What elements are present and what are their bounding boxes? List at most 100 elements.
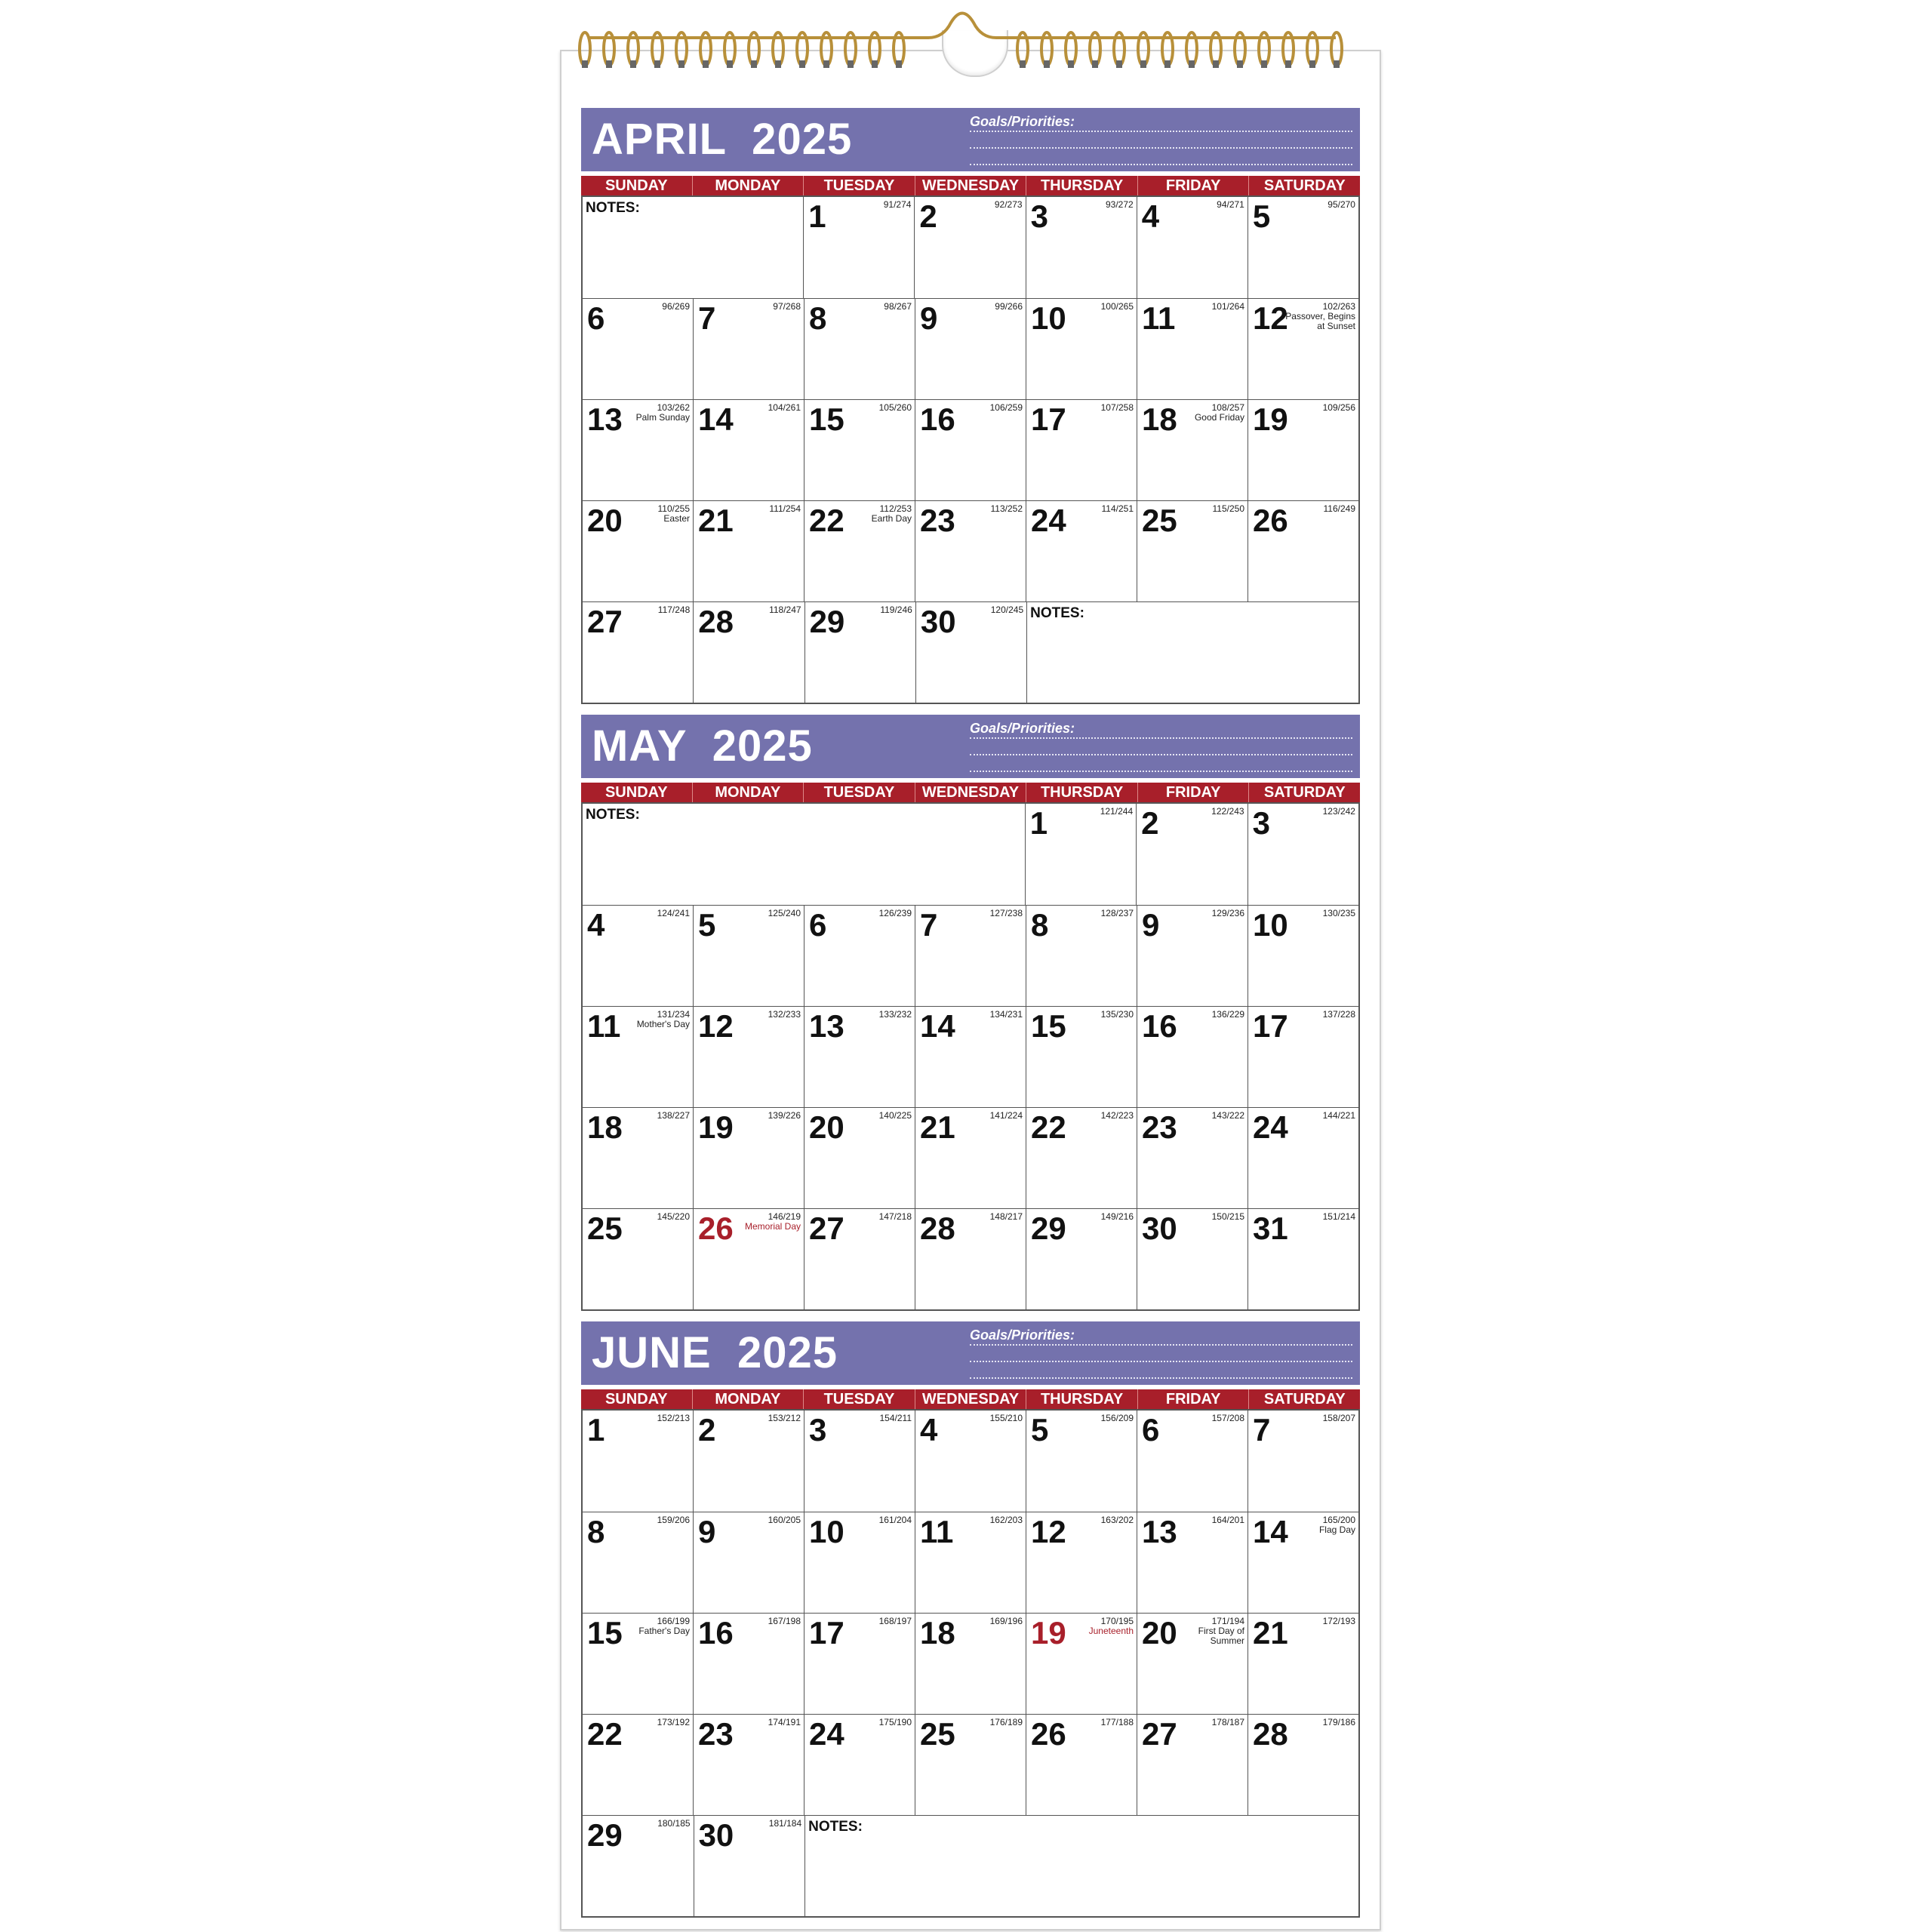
day-cell[interactable]: 19 139/226 <box>693 1108 804 1208</box>
day-cell[interactable]: 19 109/256 <box>1247 400 1358 500</box>
goals-line[interactable] <box>970 1361 1352 1362</box>
day-cell[interactable]: 27 178/187 <box>1137 1715 1247 1815</box>
day-cell[interactable]: 10 100/265 <box>1026 299 1137 399</box>
day-cell[interactable]: 9 160/205 <box>693 1512 804 1613</box>
goals-line[interactable] <box>970 164 1352 165</box>
day-cell[interactable]: 17 168/197 <box>804 1614 915 1714</box>
day-cell[interactable]: 1 91/274 <box>803 197 914 298</box>
day-cell[interactable]: 16 167/198 <box>693 1614 804 1714</box>
day-cell[interactable]: 13 133/232 <box>804 1007 915 1107</box>
day-cell[interactable]: 16 106/259 <box>915 400 1026 500</box>
day-cell[interactable]: 7 127/238 <box>915 906 1026 1006</box>
day-cell[interactable]: 5 156/209 <box>1026 1411 1137 1512</box>
day-cell[interactable]: 8 128/237 <box>1026 906 1137 1006</box>
day-cell[interactable]: 30 181/184 <box>693 1816 805 1916</box>
day-cell[interactable]: 20 140/225 <box>804 1108 915 1208</box>
day-cell[interactable]: 30 150/215 <box>1137 1209 1247 1309</box>
day-cell[interactable]: 9 99/266 <box>915 299 1026 399</box>
day-cell[interactable]: 15 135/230 <box>1026 1007 1137 1107</box>
day-cell[interactable]: 7 158/207 <box>1247 1411 1358 1512</box>
day-cell[interactable]: 3 93/272 <box>1025 197 1137 298</box>
day-cell[interactable]: 7 97/268 <box>693 299 804 399</box>
day-cell[interactable]: 10 130/235 <box>1247 906 1358 1006</box>
day-cell[interactable]: 8 159/206 <box>583 1512 693 1613</box>
goals-line[interactable] <box>970 1344 1352 1346</box>
day-cell[interactable]: 12 163/202 <box>1026 1512 1137 1613</box>
day-cell[interactable]: 21 111/254 <box>693 501 804 601</box>
day-cell[interactable]: 9 129/236 <box>1137 906 1247 1006</box>
day-cell[interactable]: 23 174/191 <box>693 1715 804 1815</box>
day-cell[interactable]: 2 153/212 <box>693 1411 804 1512</box>
goals-line[interactable] <box>970 1377 1352 1379</box>
day-cell[interactable]: 15 105/260 <box>804 400 915 500</box>
day-cell[interactable]: 14 104/261 <box>693 400 804 500</box>
day-cell[interactable]: 27 117/248 <box>583 602 693 703</box>
day-cell[interactable]: 2 122/243 <box>1136 804 1247 905</box>
day-cell[interactable]: 16 136/229 <box>1137 1007 1247 1107</box>
day-cell[interactable]: 5 95/270 <box>1247 197 1358 298</box>
day-cell[interactable]: 22 173/192 <box>583 1715 693 1815</box>
day-cell[interactable]: 29 149/216 <box>1026 1209 1137 1309</box>
day-cell[interactable]: 28 148/217 <box>915 1209 1026 1309</box>
day-cell[interactable]: 8 98/267 <box>804 299 915 399</box>
day-cell[interactable]: 11 101/264 <box>1137 299 1247 399</box>
day-cell[interactable]: 13 164/201 <box>1137 1512 1247 1613</box>
day-cell[interactable]: 19 170/195 Juneteenth <box>1026 1614 1137 1714</box>
day-cell[interactable]: 12 102/263 Passover, Begins at Sunset <box>1247 299 1358 399</box>
day-cell[interactable]: 3 123/242 <box>1247 804 1358 905</box>
day-cell[interactable]: 23 143/222 <box>1137 1108 1247 1208</box>
day-cell[interactable]: 25 115/250 <box>1137 501 1247 601</box>
day-cell[interactable]: 28 179/186 <box>1247 1715 1358 1815</box>
day-cell[interactable]: 1 121/244 <box>1024 804 1136 905</box>
day-cell[interactable]: 18 108/257 Good Friday <box>1137 400 1247 500</box>
goals-line[interactable] <box>970 131 1352 132</box>
day-cell[interactable]: 24 144/221 <box>1247 1108 1358 1208</box>
day-cell[interactable]: 14 134/231 <box>915 1007 1026 1107</box>
day-cell[interactable]: 15 166/199 Father's Day <box>583 1614 693 1714</box>
day-cell[interactable]: 14 165/200 Flag Day <box>1247 1512 1358 1613</box>
day-cell[interactable]: 22 112/253 Earth Day <box>804 501 915 601</box>
day-cell[interactable]: 17 107/258 <box>1026 400 1137 500</box>
day-cell[interactable]: 20 171/194 First Day of Summer <box>1137 1614 1247 1714</box>
day-cell[interactable]: 6 126/239 <box>804 906 915 1006</box>
goals-line[interactable] <box>970 771 1352 772</box>
day-cell[interactable]: 11 162/203 <box>915 1512 1026 1613</box>
day-cell[interactable]: 26 116/249 <box>1247 501 1358 601</box>
day-cell[interactable]: 17 137/228 <box>1247 1007 1358 1107</box>
notes-cell[interactable]: NOTES: <box>583 804 1025 905</box>
day-cell[interactable]: 6 96/269 <box>583 299 693 399</box>
day-cell[interactable]: 26 146/219 Memorial Day <box>693 1209 804 1309</box>
day-cell[interactable]: 29 180/185 <box>583 1816 694 1916</box>
day-cell[interactable]: 10 161/204 <box>804 1512 915 1613</box>
day-cell[interactable]: 4 94/271 <box>1136 197 1247 298</box>
day-cell[interactable]: 25 176/189 <box>915 1715 1026 1815</box>
day-cell[interactable]: 5 125/240 <box>693 906 804 1006</box>
day-cell[interactable]: 24 175/190 <box>804 1715 915 1815</box>
day-cell[interactable]: 1 152/213 <box>583 1411 693 1512</box>
day-cell[interactable]: 6 157/208 <box>1137 1411 1247 1512</box>
day-cell[interactable]: 25 145/220 <box>583 1209 693 1309</box>
day-cell[interactable]: 3 154/211 <box>804 1411 915 1512</box>
day-cell[interactable]: 28 118/247 <box>693 602 804 703</box>
goals-line[interactable] <box>970 147 1352 149</box>
day-cell[interactable]: 22 142/223 <box>1026 1108 1137 1208</box>
day-cell[interactable]: 31 151/214 <box>1247 1209 1358 1309</box>
day-cell[interactable]: 11 131/234 Mother's Day <box>583 1007 693 1107</box>
day-cell[interactable]: 4 155/210 <box>915 1411 1026 1512</box>
day-cell[interactable]: 2 92/273 <box>914 197 1025 298</box>
notes-cell[interactable]: NOTES: <box>1026 602 1358 703</box>
day-cell[interactable]: 18 169/196 <box>915 1614 1026 1714</box>
day-cell[interactable]: 30 120/245 <box>915 602 1026 703</box>
day-cell[interactable]: 13 103/262 Palm Sunday <box>583 400 693 500</box>
day-cell[interactable]: 21 141/224 <box>915 1108 1026 1208</box>
goals-line[interactable] <box>970 754 1352 755</box>
day-cell[interactable]: 20 110/255 Easter <box>583 501 693 601</box>
day-cell[interactable]: 23 113/252 <box>915 501 1026 601</box>
notes-cell[interactable]: NOTES: <box>804 1816 1358 1916</box>
goals-line[interactable] <box>970 737 1352 739</box>
day-cell[interactable]: 29 119/246 <box>804 602 915 703</box>
day-cell[interactable]: 4 124/241 <box>583 906 693 1006</box>
day-cell[interactable]: 27 147/218 <box>804 1209 915 1309</box>
day-cell[interactable]: 18 138/227 <box>583 1108 693 1208</box>
day-cell[interactable]: 26 177/188 <box>1026 1715 1137 1815</box>
